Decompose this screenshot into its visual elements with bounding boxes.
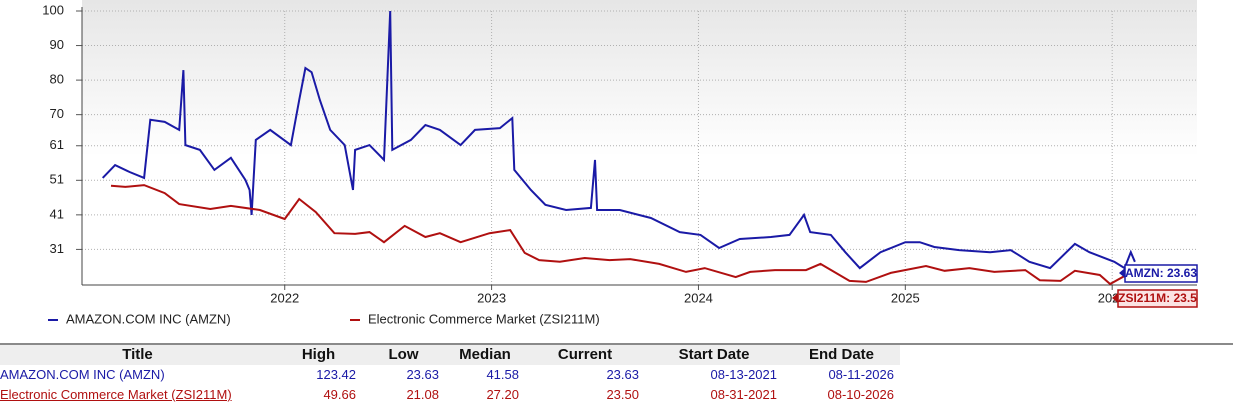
badge-pointer — [1112, 293, 1118, 303]
badge-label: AMZN: 23.63 — [1125, 266, 1197, 280]
x-tick-label: 2025 — [891, 290, 920, 305]
column-header: Low — [388, 346, 419, 363]
table-row: Electronic Commerce Market (ZSI211M) 49.6… — [0, 385, 1233, 405]
table-cell: 123.42 — [316, 367, 356, 382]
series-line — [110, 184, 1134, 286]
row-title: AMAZON.COM INC (AMZN) — [0, 367, 165, 382]
y-tick-label: 80 — [50, 72, 64, 87]
table-cell: 23.63 — [606, 367, 639, 382]
chart: 1009080706151413120222023202420252026AMZ… — [42, 0, 1198, 326]
table-cell: 23.63 — [406, 367, 439, 382]
y-tick-label: 100 — [42, 2, 64, 17]
x-tick-label: 2024 — [684, 290, 713, 305]
table-row: AMAZON.COM INC (AMZN) 123.42 23.63 41.58 23.… — [0, 365, 1233, 385]
row-title: Electronic Commerce Market (ZSI211M) — [0, 387, 232, 402]
table-cell: 08-31-2021 — [710, 387, 778, 402]
y-tick-label: 51 — [50, 172, 64, 187]
column-header: Current — [557, 346, 613, 363]
table-cell: 08-10-2026 — [827, 387, 895, 402]
badge — [1124, 264, 1198, 283]
column-header: End Date — [808, 346, 874, 363]
badge-label: ZSI211M: 23.5 — [1118, 291, 1197, 305]
table-cell: 41.58 — [486, 367, 519, 382]
y-tick-label: 41 — [50, 206, 64, 221]
y-tick-label: 90 — [50, 37, 64, 52]
plot-background — [82, 0, 1197, 285]
legend-label: AMAZON.COM INC (AMZN) — [66, 311, 231, 326]
table-cell: 08-11-2026 — [828, 367, 894, 382]
y-tick-label: 61 — [50, 137, 64, 152]
summary-table: Title High Low Median Current Start Date End D… — [0, 343, 1233, 405]
table-cell: 23.50 — [606, 387, 639, 402]
table-cell: 27.20 — [486, 387, 519, 402]
y-tick-label: 31 — [50, 241, 64, 256]
badge-pointer — [1119, 268, 1125, 278]
legend-label: Electronic Commerce Market (ZSI211M) — [368, 311, 600, 326]
x-tick-label: 2022 — [270, 290, 299, 305]
table-cell: 49.66 — [323, 387, 356, 402]
column-header: High — [301, 346, 336, 363]
series-line — [101, 10, 1136, 270]
table-header: Title High Low Median Current Start Date End D… — [0, 345, 900, 365]
column-header: Median — [459, 346, 511, 363]
table-cell: 08-13-2021 — [710, 367, 778, 382]
column-header: Start Date — [678, 346, 750, 363]
column-header: Title — [122, 346, 153, 363]
x-tick-label: 2023 — [477, 290, 506, 305]
badge — [1117, 289, 1198, 308]
table-cell: 21.08 — [406, 387, 439, 402]
y-tick-label: 70 — [50, 106, 64, 121]
